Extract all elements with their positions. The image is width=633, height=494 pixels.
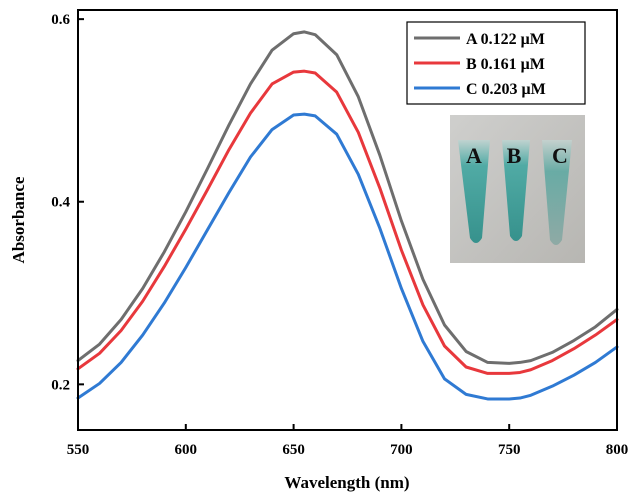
legend-label-c: C 0.203 μM	[466, 81, 546, 98]
series-line-b	[76, 69, 619, 375]
legend-label-b: B 0.161 μM	[466, 56, 545, 73]
series-line-c	[76, 112, 619, 401]
tube-c	[542, 140, 572, 245]
x-tick-label: 800	[606, 442, 629, 458]
x-tick-label: 650	[282, 442, 305, 458]
y-tick-label: 0.6	[51, 12, 70, 28]
tube-a	[458, 140, 490, 243]
tube-label-a: A	[466, 143, 482, 168]
y-tick-label: 0.4	[51, 195, 70, 211]
x-axis: 550 600 650 700 750 800	[67, 424, 629, 458]
series-line-a	[76, 30, 619, 365]
tube-b	[502, 140, 530, 241]
tube-label-c: C	[552, 143, 568, 168]
y-tick-label: 0.2	[51, 377, 70, 393]
legend: A 0.122 μM B 0.161 μM C 0.203 μM	[406, 21, 586, 105]
x-tick-label: 600	[175, 442, 198, 458]
legend-label-a: A 0.122 μM	[466, 31, 545, 48]
x-tick-label: 700	[390, 442, 413, 458]
series-group	[76, 30, 619, 401]
x-axis-title: Wavelength (nm)	[284, 473, 409, 492]
tube-label-b: B	[507, 143, 522, 168]
x-tick-label: 750	[498, 442, 521, 458]
plot-frame	[77, 9, 618, 431]
inset-photo: A B C	[450, 115, 585, 263]
y-axis-title: Absorbance	[9, 176, 28, 263]
y-axis: 0.2 0.4 0.6	[51, 12, 84, 393]
x-tick-label: 550	[67, 442, 90, 458]
